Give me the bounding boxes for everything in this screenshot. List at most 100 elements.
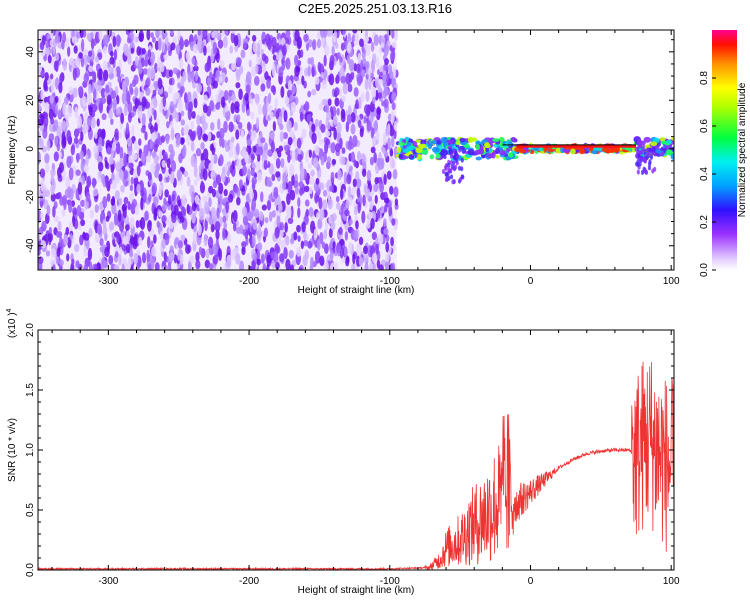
noise-speckle <box>301 221 306 233</box>
noise-speckle <box>99 237 104 247</box>
noise-speckle <box>157 78 163 90</box>
noise-speckle <box>121 243 127 252</box>
noise-speckle <box>40 211 44 220</box>
noise-speckle <box>270 141 275 153</box>
noise-speckle <box>357 52 362 64</box>
noise-speckle <box>150 125 155 135</box>
noise-speckle <box>350 123 356 135</box>
noise-speckle <box>279 123 284 131</box>
noise-speckle <box>297 207 301 219</box>
noise-speckle <box>155 30 160 39</box>
noise-speckle <box>321 199 328 212</box>
noise-speckle <box>307 240 313 249</box>
noise-speckle <box>48 226 53 235</box>
noise-speckle <box>234 101 240 110</box>
noise-speckle <box>84 56 88 67</box>
noise-speckle <box>46 204 51 216</box>
noise-speckle <box>79 150 84 160</box>
noise-speckle <box>99 201 103 210</box>
noise-speckle <box>192 43 199 54</box>
noise-speckle <box>208 263 214 270</box>
noise-speckle <box>308 206 314 218</box>
noise-speckle <box>204 218 208 232</box>
noise-speckle <box>317 218 323 230</box>
noise-speckle <box>375 243 379 255</box>
noise-speckle <box>371 231 378 241</box>
noise-speckle <box>309 176 315 185</box>
noise-speckle <box>52 124 56 133</box>
noise-speckle <box>154 40 159 51</box>
noise-speckle <box>382 89 387 100</box>
noise-speckle <box>339 66 345 80</box>
noise-speckle <box>196 174 201 182</box>
noise-speckle <box>230 102 235 114</box>
noise-speckle <box>392 168 398 180</box>
noise-speckle <box>287 79 293 91</box>
y-tick-label: 0 <box>25 146 36 152</box>
noise-speckle <box>261 65 267 74</box>
signal-speckle <box>670 153 674 160</box>
noise-speckle <box>172 92 177 105</box>
noise-speckle <box>147 236 151 249</box>
noise-speckle <box>318 102 324 111</box>
noise-speckle <box>211 31 216 39</box>
noise-speckle <box>158 173 163 182</box>
noise-speckle <box>239 260 245 270</box>
noise-speckle <box>158 37 162 51</box>
colorbar-tick-label: 0.4 <box>699 167 710 181</box>
noise-speckle <box>389 156 395 169</box>
noise-speckle <box>251 176 257 185</box>
noise-speckle <box>208 185 214 194</box>
noise-speckle <box>212 80 218 89</box>
y-tick-label: 1.5 <box>25 383 36 397</box>
noise-speckle <box>38 118 44 125</box>
signal-speckle <box>479 145 484 151</box>
noise-speckle <box>346 173 352 185</box>
noise-speckle <box>344 231 349 241</box>
noise-speckle <box>391 30 395 39</box>
noise-speckle <box>269 111 274 120</box>
noise-speckle <box>49 73 54 80</box>
noise-speckle <box>193 65 199 72</box>
noise-speckle <box>391 41 397 48</box>
noise-speckle <box>332 36 337 43</box>
noise-speckle <box>177 211 183 220</box>
noise-speckle <box>203 94 208 102</box>
noise-speckle <box>390 110 395 124</box>
noise-speckle <box>133 140 138 151</box>
signal-smear <box>442 151 446 157</box>
noise-speckle <box>69 233 73 241</box>
noise-speckle <box>69 188 74 201</box>
noise-speckle <box>246 121 251 132</box>
noise-speckle <box>175 43 181 55</box>
noise-speckle <box>341 95 346 102</box>
noise-speckle <box>168 252 175 260</box>
noise-speckle <box>170 42 176 51</box>
colorbar: 0.0 0.2 0.4 0.6 0.8 Normalized spectral ampl… <box>699 30 748 277</box>
noise-speckle <box>204 259 211 269</box>
noise-speckle <box>299 166 305 178</box>
noise-speckle <box>284 95 290 105</box>
noise-speckle <box>58 162 64 173</box>
noise-speckle <box>134 56 139 67</box>
noise-speckle <box>96 223 102 235</box>
noise-speckle <box>69 57 75 66</box>
noise-speckle <box>151 182 157 195</box>
noise-speckle <box>371 252 378 264</box>
noise-speckle <box>105 84 110 94</box>
noise-speckle <box>322 189 328 197</box>
noise-speckle <box>310 220 316 234</box>
noise-speckle <box>94 263 98 270</box>
noise-speckle <box>294 65 300 77</box>
colorbar-ticks: 0.0 0.2 0.4 0.6 0.8 <box>699 71 716 277</box>
noise-speckle <box>305 150 309 163</box>
noise-speckle <box>376 259 381 269</box>
noise-speckle <box>186 134 191 146</box>
noise-speckle <box>179 137 185 145</box>
noise-speckle <box>203 233 208 247</box>
noise-speckle <box>181 206 187 217</box>
noise-speckle <box>92 188 99 197</box>
noise-speckle <box>214 221 221 232</box>
noise-speckle <box>129 184 134 192</box>
noise-speckle <box>216 207 220 219</box>
